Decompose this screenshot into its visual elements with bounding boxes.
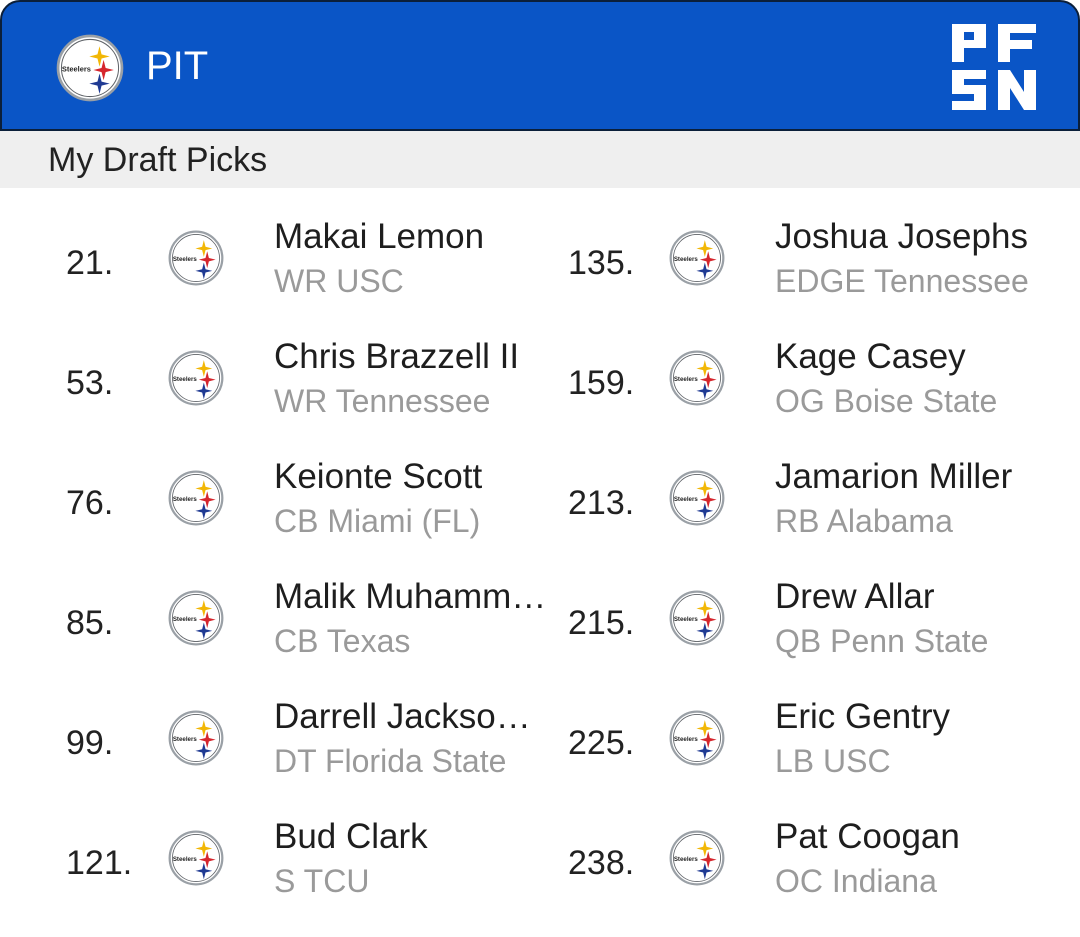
pick-number: 159.: [568, 364, 635, 402]
steelers-logo-icon: [669, 350, 725, 406]
player-position-school: EDGE Tennessee: [775, 263, 1029, 299]
player-name: Chris Brazzell II: [274, 337, 520, 376]
player-name: Jamarion Miller: [775, 457, 1013, 496]
draft-pick-row[interactable]: 53. Chris Brazzell II WR Tennessee: [0, 318, 540, 438]
pick-number: 121.: [66, 844, 133, 882]
player-position-school: RB Alabama: [775, 503, 953, 539]
pick-number: 225.: [568, 724, 635, 762]
player-position-school: CB Texas: [274, 623, 411, 659]
pfsn-logo-icon[interactable]: [952, 24, 1036, 110]
draft-pick-row[interactable]: 159. Kage Casey OG Boise State: [540, 318, 1080, 438]
draft-pick-row[interactable]: 99. Darrell Jackson Jr. DT Florida State: [0, 678, 550, 798]
draft-pick-row[interactable]: 213. Jamarion Miller RB Alabama: [540, 438, 1080, 558]
player-position-school: QB Penn State: [775, 623, 989, 659]
steelers-logo-icon: [669, 830, 725, 886]
player-name: Pat Coogan: [775, 817, 960, 856]
draft-pick-row[interactable]: 85. Malik Muhammad CB Texas: [0, 558, 550, 678]
pick-number: 238.: [568, 844, 635, 882]
draft-pick-row[interactable]: 135. Joshua Josephs EDGE Tennessee: [540, 198, 1080, 318]
player-name: Drew Allar: [775, 577, 935, 616]
player-name: Malik Muhammad: [274, 577, 550, 616]
steelers-logo-icon: [168, 230, 224, 286]
player-name: Kage Casey: [775, 337, 966, 376]
steelers-logo-icon: [669, 470, 725, 526]
player-position-school: WR USC: [274, 263, 404, 299]
player-position-school: WR Tennessee: [274, 383, 491, 419]
player-name: Eric Gentry: [775, 697, 951, 736]
steelers-logo-icon: [168, 830, 224, 886]
player-name: Makai Lemon: [274, 217, 485, 256]
player-name: Joshua Josephs: [775, 217, 1028, 256]
player-position-school: DT Florida State: [274, 743, 507, 779]
draft-pick-row[interactable]: 225. Eric Gentry LB USC: [540, 678, 1080, 798]
draft-pick-row[interactable]: 238. Pat Coogan OC Indiana: [540, 798, 1080, 918]
pick-number: 21.: [66, 244, 114, 282]
steelers-logo-icon: [168, 350, 224, 406]
steelers-logo-icon: [669, 230, 725, 286]
pick-number: 99.: [66, 724, 114, 762]
pick-number: 213.: [568, 484, 635, 522]
pick-number: 85.: [66, 604, 114, 642]
pick-number: 53.: [66, 364, 114, 402]
pick-number: 135.: [568, 244, 635, 282]
steelers-logo-icon: [168, 590, 224, 646]
player-position-school: OG Boise State: [775, 383, 998, 419]
draft-pick-row[interactable]: 215. Drew Allar QB Penn State: [540, 558, 1080, 678]
steelers-logo-icon: [168, 470, 224, 526]
player-position-school: CB Miami (FL): [274, 503, 481, 539]
player-position-school: S TCU: [274, 863, 370, 899]
section-title: My Draft Picks: [48, 141, 268, 179]
pick-number: 76.: [66, 484, 114, 522]
player-position-school: LB USC: [775, 743, 891, 779]
pick-number: 215.: [568, 604, 635, 642]
draft-pick-row[interactable]: 21. Makai Lemon WR USC: [0, 198, 540, 318]
app-header: PIT: [0, 0, 1080, 131]
player-name: Bud Clark: [274, 817, 428, 856]
steelers-logo-icon: [669, 710, 725, 766]
steelers-logo-icon: [168, 710, 224, 766]
draft-pick-row[interactable]: 76. Keionte Scott CB Miami (FL): [0, 438, 540, 558]
steelers-logo-icon[interactable]: [56, 34, 124, 102]
player-name: Darrell Jackson Jr.: [274, 697, 550, 736]
draft-pick-row[interactable]: 121. Bud Clark S TCU: [0, 798, 540, 918]
steelers-logo-icon: [669, 590, 725, 646]
team-abbreviation: PIT: [146, 44, 209, 88]
player-position-school: OC Indiana: [775, 863, 937, 899]
player-name: Keionte Scott: [274, 457, 483, 496]
section-header: My Draft Picks: [0, 131, 1080, 188]
